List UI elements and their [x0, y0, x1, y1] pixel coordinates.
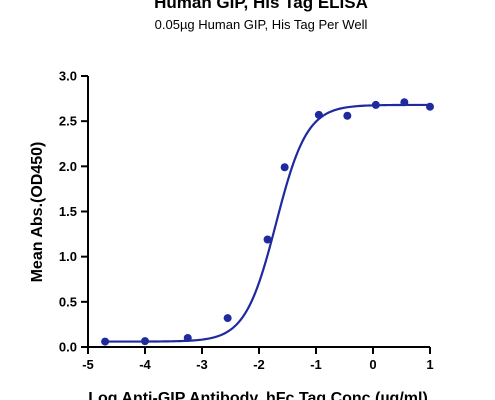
fit-curve	[105, 103, 430, 343]
chart-title: Human GIP, His Tag ELISA	[154, 0, 368, 12]
y-tick-label: 1.5	[59, 204, 77, 219]
data-point	[101, 337, 110, 346]
x-tick-label: 0	[369, 357, 376, 372]
data-point	[343, 111, 352, 120]
x-tick-label: -5	[82, 357, 94, 372]
data-point	[263, 235, 272, 244]
data-point	[400, 98, 409, 107]
data-point	[223, 314, 232, 323]
data-point	[426, 102, 434, 111]
y-axis-label: Mean Abs.(OD450)	[29, 142, 46, 283]
y-tick-label: 2.5	[59, 114, 77, 129]
y-tick-label: 0.0	[59, 340, 77, 355]
data-point	[314, 110, 323, 119]
axes: 0.0 0.5 1.0 1.5 2.0 2.5 3.0 -5 -4 -3 -2 -1 0 1	[59, 69, 434, 373]
fit-curve-layer	[105, 103, 430, 343]
y-tick-label: 1.0	[59, 249, 77, 264]
x-tick-label: 1	[426, 357, 433, 372]
x-tick-label: -3	[196, 357, 208, 372]
data-point	[183, 333, 192, 342]
data-points-layer	[101, 98, 434, 346]
x-tick-label: -1	[310, 357, 322, 372]
x-tick-label: -2	[253, 357, 265, 372]
data-point	[280, 163, 289, 172]
x-axis-label: Log Anti-GIP Antibody, hFc Tag Conc.(µg/…	[88, 390, 428, 400]
chart-subtitle: 0.05µg Human GIP, His Tag Per Well	[155, 17, 368, 32]
data-point	[141, 337, 149, 346]
y-tick-label: 3.0	[59, 69, 77, 84]
y-tick-label: 2.0	[59, 159, 77, 174]
y-tick-label: 0.5	[59, 294, 77, 309]
x-tick-label: -4	[139, 357, 151, 372]
data-point	[371, 100, 380, 109]
